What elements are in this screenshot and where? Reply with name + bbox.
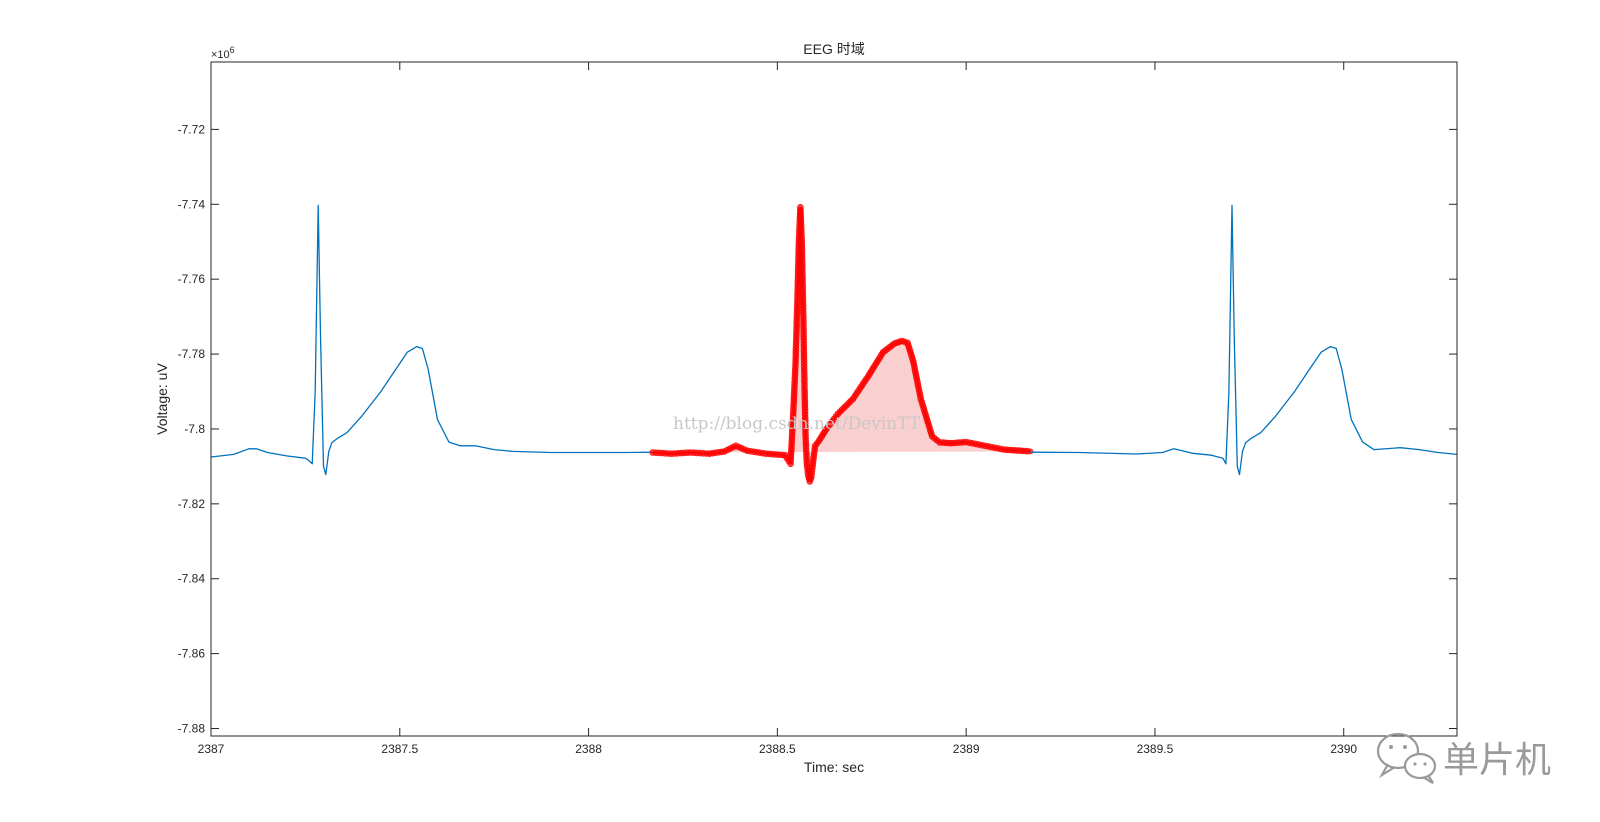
y-tick-label: -7.74 <box>178 197 206 211</box>
y-exponent-power: 6 <box>230 45 235 55</box>
y-axis-label: Voltage: uV <box>154 363 170 435</box>
x-tick-label: 2387.5 <box>381 742 418 756</box>
brand-badge: 单片机 <box>1376 732 1551 784</box>
y-tick-label: -7.82 <box>178 497 206 511</box>
y-tick-label: -7.76 <box>178 272 206 286</box>
plot-area <box>211 62 1457 736</box>
x-tick-label: 2389.5 <box>1137 742 1174 756</box>
signal-line-0 <box>210 204 653 476</box>
y-tick-label: -7.8 <box>184 422 205 436</box>
chart-title: EEG 时域 <box>803 41 864 57</box>
highlighted-segment <box>649 204 1034 485</box>
y-exponent: ×106 <box>211 45 235 61</box>
x-ticks: 2387 2387.5 2388 2388.5 2389 2389.5 2390 <box>198 62 1357 756</box>
y-tick-label: -7.88 <box>178 722 206 736</box>
axes-background <box>211 62 1457 736</box>
axes-frame <box>210 61 1458 737</box>
y-ticks: -7.72 -7.74 -7.76 -7.78 -7.8 -7.82 -7.84 -7.86 -… <box>178 122 1457 736</box>
y-tick-label: -7.72 <box>178 122 206 136</box>
x-tick-label: 2390 <box>1330 742 1357 756</box>
series-layer <box>210 204 1458 485</box>
y-exponent-base: ×10 <box>211 49 230 61</box>
x-tick-label: 2388.5 <box>759 742 796 756</box>
data-marker <box>1027 448 1034 455</box>
watermark-text: http://blog.csdn.net/DevinTT <box>673 414 921 434</box>
brand-label: 单片机 <box>1443 740 1551 781</box>
axes-box <box>210 61 1458 737</box>
y-tick-label: -7.84 <box>178 572 206 586</box>
x-tick-label: 2387 <box>198 742 225 756</box>
y-tick-label: -7.86 <box>178 647 206 661</box>
x-tick-label: 2388 <box>575 742 602 756</box>
signal-line-2 <box>1030 204 1458 476</box>
x-axis-label: Time: sec <box>804 759 864 775</box>
x-tick-label: 2389 <box>953 742 980 756</box>
wechat-icon <box>1376 732 1437 784</box>
y-tick-label: -7.78 <box>178 347 206 361</box>
